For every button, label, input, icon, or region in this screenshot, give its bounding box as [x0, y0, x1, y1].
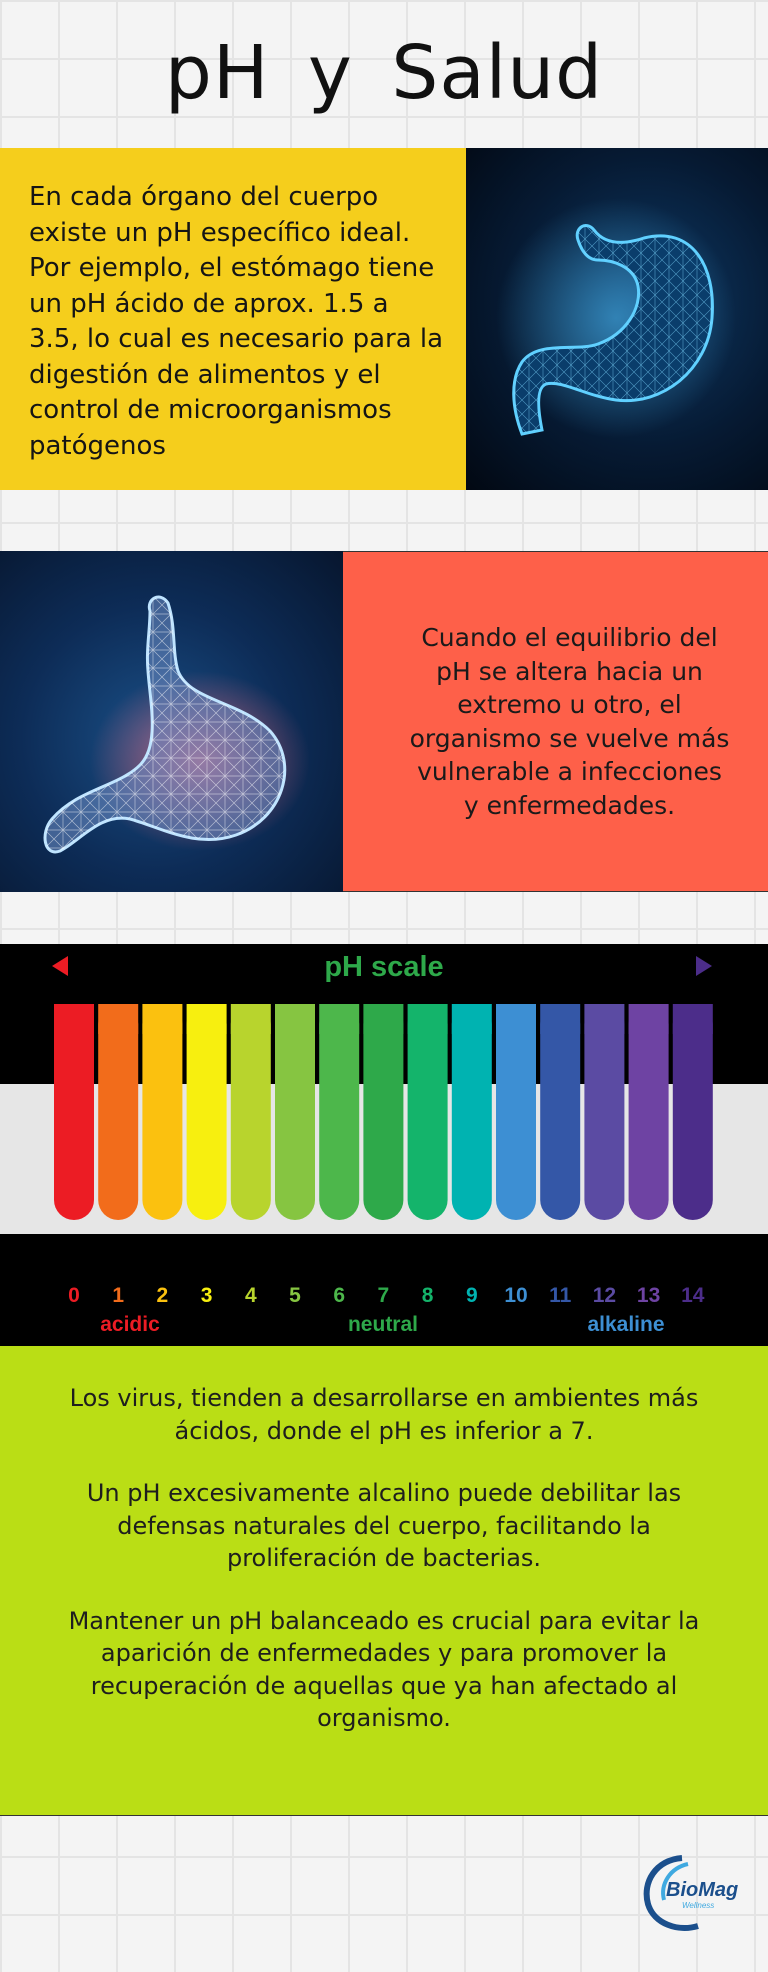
info-paragraph-alkaline: Un pH excesivamente alcalino puede debil…	[86, 1479, 682, 1572]
ph-tube-2	[142, 1004, 183, 1220]
ph-tube-1	[98, 1004, 139, 1220]
ph-tube-6	[319, 1004, 360, 1220]
ph-number-5: 5	[289, 1284, 301, 1307]
ph-tube-top-11	[540, 1004, 581, 1034]
info-text-1: En cada órgano del cuerpo existe un pH e…	[29, 182, 444, 461]
info-text-2: Cuando el equilibrio del pH se altera ha…	[409, 623, 730, 820]
info-paragraph-balance: Mantener un pH balanceado es crucial par…	[68, 1606, 700, 1733]
ph-number-7: 7	[378, 1284, 390, 1307]
ph-number-0: 0	[68, 1284, 80, 1307]
ph-number-6: 6	[333, 1284, 345, 1307]
ph-tube-top-3	[186, 1004, 227, 1034]
ph-tube-0	[54, 1004, 94, 1220]
logo-sub-text: Wellness	[682, 1901, 714, 1910]
ph-number-13: 13	[637, 1284, 660, 1307]
ph-tube-13	[628, 1004, 669, 1220]
ph-number-4: 4	[245, 1284, 257, 1307]
ph-tube-8	[407, 1004, 448, 1220]
ph-tube-top-6	[319, 1004, 360, 1034]
ph-tube-12	[584, 1004, 625, 1220]
ph-number-2: 2	[157, 1284, 169, 1307]
stomach-image-blue	[466, 148, 768, 490]
ph-tube-14	[672, 1004, 713, 1220]
ph-tube-top-14	[672, 1004, 713, 1034]
ph-tube-top-10	[496, 1004, 536, 1034]
ph-tube-top-12	[584, 1004, 625, 1034]
ph-number-1: 1	[112, 1284, 124, 1307]
ph-tube-top-13	[628, 1004, 669, 1034]
ph-tube-3	[186, 1004, 227, 1220]
ph-tube-11	[540, 1004, 581, 1220]
ph-tube-top-1	[98, 1004, 139, 1034]
ph-tube-7	[363, 1004, 404, 1220]
arrow-left-icon	[52, 956, 68, 976]
info-card-conclusions: Los virus, tienden a desarrollarse en am…	[0, 1346, 768, 1816]
ph-number-3: 3	[201, 1284, 213, 1307]
ph-tube-10	[496, 1004, 536, 1220]
logo-brand-text: BioMag	[666, 1879, 738, 1901]
ph-tube-top-0	[54, 1004, 94, 1034]
ph-number-11: 11	[549, 1284, 572, 1307]
label-alkaline: alkaline	[587, 1313, 664, 1336]
ph-number-12: 12	[593, 1284, 616, 1307]
ph-number-10: 10	[504, 1284, 527, 1307]
ph-tube-5	[275, 1004, 315, 1220]
label-neutral: neutral	[348, 1313, 418, 1336]
ph-number-14: 14	[681, 1284, 705, 1307]
label-acidic: acidic	[100, 1313, 160, 1336]
info-card-imbalance: Cuando el equilibrio del pH se altera ha…	[343, 551, 768, 892]
ph-tube-4	[230, 1004, 271, 1220]
ph-tube-top-2	[142, 1004, 183, 1034]
ph-number-8: 8	[422, 1284, 434, 1307]
info-paragraph-viruses: Los virus, tienden a desarrollarse en am…	[69, 1384, 699, 1445]
arrow-right-icon	[696, 956, 712, 976]
ph-scale-chart: pH scale 0 1 2 3 4 5 6 7 8 9 10 11 12 13 14 acidic neu…	[0, 944, 768, 1346]
ph-scale-svg: pH scale 0 1 2 3 4 5 6 7 8 9 10 11 12 13 14 acidic neu…	[0, 950, 768, 1336]
ph-tube-top-7	[363, 1004, 404, 1034]
ph-number-9: 9	[466, 1284, 478, 1307]
page-title: pH y Salud	[164, 30, 604, 116]
ph-tube-top-5	[275, 1004, 315, 1034]
info-card-stomach-ph: En cada órgano del cuerpo existe un pH e…	[0, 148, 466, 490]
ph-scale-title: pH scale	[324, 951, 443, 983]
ph-tube-9	[451, 1004, 492, 1220]
biomag-logo: BioMag Wellness	[636, 1850, 746, 1932]
ph-tube-top-8	[407, 1004, 448, 1034]
ph-tube-top-9	[451, 1004, 492, 1034]
ph-tube-top-4	[230, 1004, 271, 1034]
stomach-image-red-glow	[0, 551, 343, 892]
